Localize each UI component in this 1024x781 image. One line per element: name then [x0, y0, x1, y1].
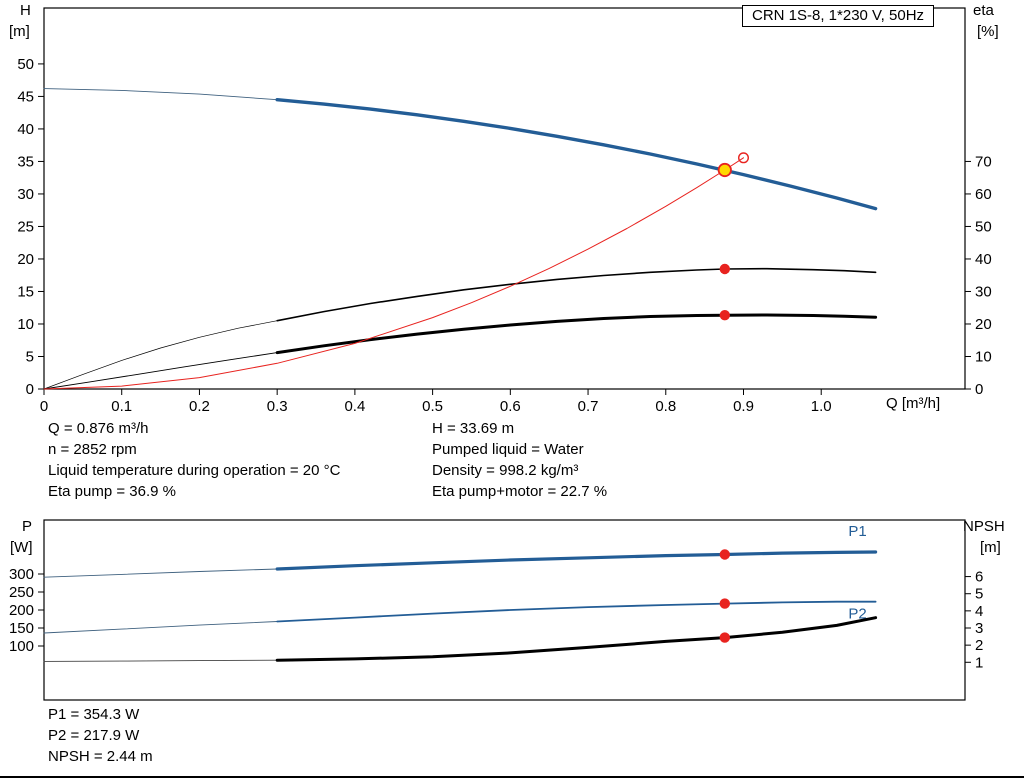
y-right-tick-label: 4	[975, 603, 983, 620]
y-left-tick-label: 25	[17, 218, 34, 235]
y-right-tick-label: 10	[975, 348, 992, 365]
info-speed: n = 2852 rpm	[48, 441, 137, 458]
y-left-tick-label: 0	[26, 381, 34, 398]
y-left-tick-label: 150	[9, 620, 34, 637]
x-tick-label: 0.6	[500, 398, 521, 415]
info-flow: Q = 0.876 m³/h	[48, 420, 149, 437]
y-left-tick-label: 45	[17, 88, 34, 105]
eta-pump-point-marker	[719, 263, 730, 275]
eta-axis-unit-label: [%]	[977, 23, 999, 40]
p1-curve	[275, 550, 878, 571]
x-tick-label: 0.9	[733, 398, 754, 415]
info-p1: P1 = 354.3 W	[48, 706, 140, 723]
info-p2: P2 = 217.9 W	[48, 727, 140, 744]
npsh-axis-unit-label: [m]	[980, 539, 1001, 556]
pump-title-box: CRN 1S-8, 1*230 V, 50Hz	[742, 5, 935, 27]
info-eta-pump: Eta pump = 36.9 %	[48, 483, 176, 500]
p2-point-marker	[719, 598, 730, 609]
p1-curve-label: P1	[848, 523, 866, 540]
eta-pump-curve-extension	[43, 320, 278, 390]
npsh-point-marker	[719, 632, 730, 643]
y-right-tick-label: 30	[975, 283, 992, 300]
info-npsh: NPSH = 2.44 m	[48, 748, 153, 765]
system-curve	[43, 157, 744, 390]
pump-title: CRN 1S-8, 1*230 V, 50Hz	[752, 7, 925, 24]
head-efficiency-chart: 0 5 10 15 20 25 30 35 40 45 50 0 10 20 30 40 50 60 70 0 0.1 0…	[17, 7, 992, 415]
x-tick-label: 0.2	[189, 398, 210, 415]
y-left-tick-label: 300	[9, 566, 34, 583]
info-pumped-liquid: Pumped liquid = Water	[432, 441, 584, 458]
y-right-tick-label: 1	[975, 654, 983, 671]
y-right-tick-label: 50	[975, 218, 992, 235]
y-right-tick-label: 0	[975, 381, 983, 398]
operating-info-left-column: Q = 0.876 m³/h n = 2852 rpm Liquid tempe…	[48, 418, 340, 502]
eta-axis-label: eta	[973, 2, 994, 19]
h-axis-unit-label: [m]	[9, 23, 30, 40]
info-liquid-temperature: Liquid temperature during operation = 20…	[48, 462, 341, 479]
y-left-tick-label: 40	[17, 121, 34, 138]
bottom-divider	[0, 776, 1024, 778]
p2-curve-label: P2	[848, 606, 866, 623]
y-left-tick-label: 20	[17, 251, 34, 268]
npsh-axis-label: NPSH	[963, 518, 1005, 535]
y-left-tick-label: 100	[9, 638, 34, 655]
operating-info-right-column: H = 33.69 m Pumped liquid = Water Densit…	[432, 418, 607, 502]
eta-pump-motor-curve-extension	[43, 352, 278, 390]
info-density: Density = 998.2 kg/m³	[432, 462, 579, 479]
rated-point-marker	[738, 152, 750, 164]
y-left-tick-label: 35	[17, 153, 34, 170]
y-right-tick-label: 3	[975, 620, 983, 637]
p-axis-label: P	[22, 518, 33, 535]
x-tick-label: 0.1	[111, 398, 132, 415]
plot-border	[43, 519, 966, 701]
p-axis-unit-label: [W]	[10, 539, 33, 556]
x-tick-label: 1.0	[811, 398, 832, 415]
npsh-curve-extension	[43, 659, 278, 662]
eta-pump-motor-point-marker	[719, 310, 730, 321]
x-tick-label: 0.4	[344, 398, 365, 415]
y-left-tick-label: 15	[17, 283, 34, 300]
y-right-tick-label: 60	[975, 186, 992, 203]
y-right-tick-label: 6	[975, 569, 983, 586]
y-right-tick-label: 5	[975, 586, 983, 603]
x-tick-label: 0	[40, 398, 48, 415]
y-left-tick-label: 10	[17, 316, 34, 333]
eta-pump-curve	[276, 267, 877, 322]
y-right-tick-label: 40	[975, 251, 992, 268]
y-left-tick-label: 250	[9, 584, 34, 601]
eta-pump-motor-curve	[275, 313, 878, 355]
result-info-column: P1 = 354.3 W P2 = 217.9 W NPSH = 2.44 m	[48, 704, 153, 767]
y-left-tick-label: 30	[17, 186, 34, 203]
x-tick-label: 0.5	[422, 398, 443, 415]
p1-point-marker	[719, 549, 730, 560]
info-eta-pump-motor: Eta pump+motor = 22.7 %	[432, 483, 608, 500]
pump-curve	[275, 97, 878, 211]
pump-curve-extension	[43, 88, 278, 101]
p2-curve-extension	[43, 621, 278, 634]
x-tick-label: 0.7	[578, 398, 599, 415]
x-tick-label: 0.3	[267, 398, 288, 415]
q-axis-label: Q [m³/h]	[886, 395, 941, 412]
duty-point-marker	[717, 162, 732, 178]
y-left-tick-label: 5	[26, 348, 34, 365]
y-left-tick-label: 50	[17, 56, 34, 73]
x-tick-label: 0.8	[655, 398, 676, 415]
npsh-curve	[275, 616, 878, 662]
info-head: H = 33.69 m	[432, 420, 515, 437]
plot-border	[43, 7, 966, 390]
y-left-tick-label: 200	[9, 602, 34, 619]
y-right-tick-label: 20	[975, 316, 992, 333]
y-right-tick-label: 2	[975, 637, 983, 654]
h-axis-label: H	[20, 2, 31, 19]
y-right-tick-label: 70	[975, 153, 992, 170]
p1-curve-extension	[43, 568, 278, 578]
p2-curve	[276, 600, 877, 623]
